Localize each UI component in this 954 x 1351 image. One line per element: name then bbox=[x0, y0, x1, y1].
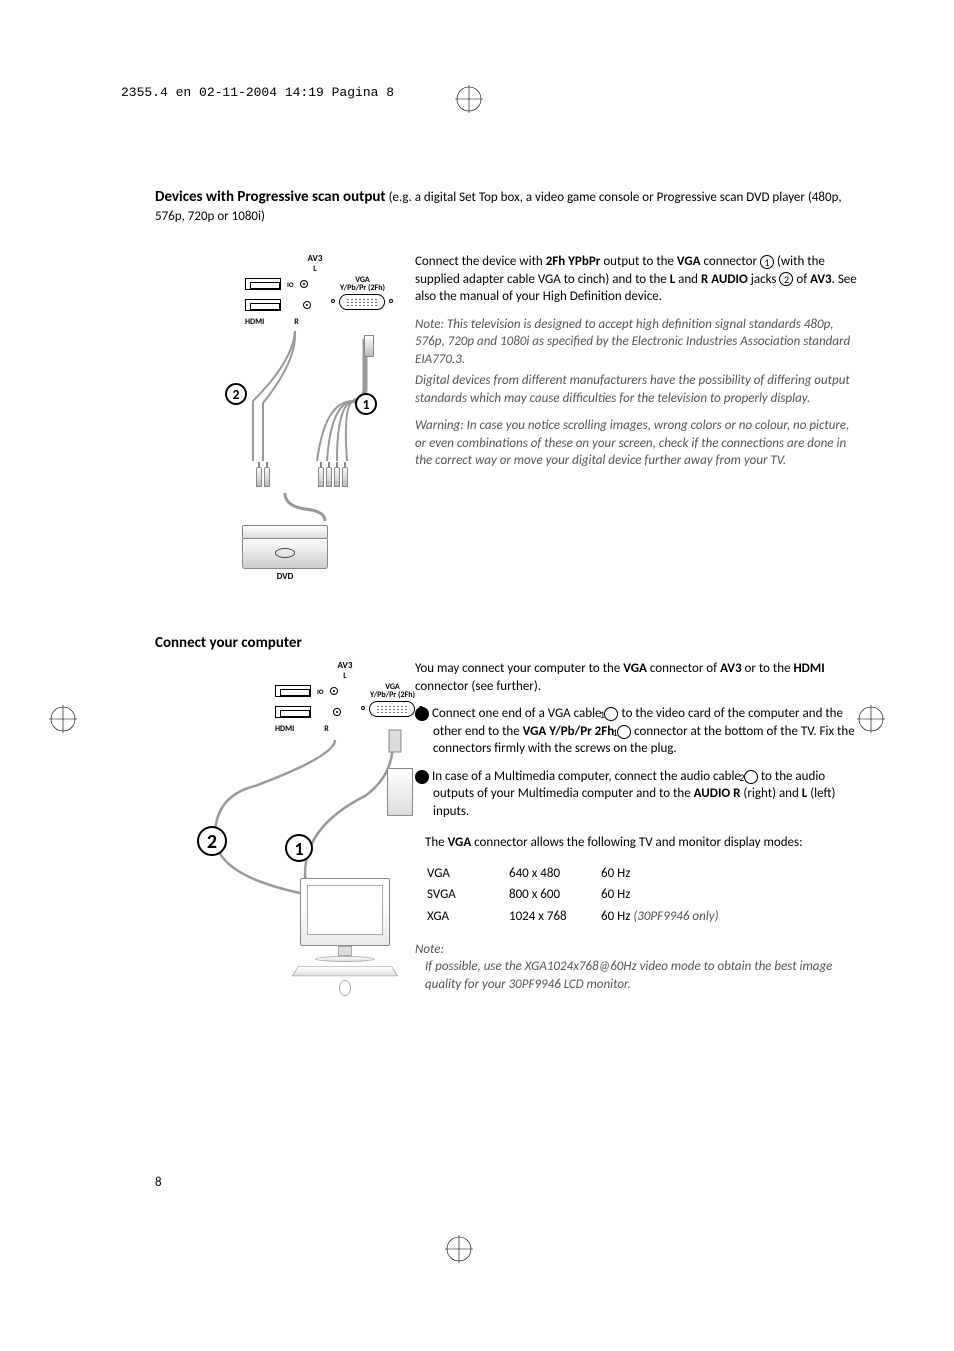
hdmi-port-icon bbox=[245, 278, 281, 290]
vga-port-icon bbox=[339, 294, 385, 310]
hd-standards-note: Note: This television is designed to acc… bbox=[415, 316, 859, 369]
panel-l-label: L bbox=[245, 264, 385, 274]
io-label: IO bbox=[317, 687, 324, 696]
note-label: Note: bbox=[415, 941, 859, 959]
diagram-marker-1: 1 bbox=[355, 393, 377, 415]
vga-pin-icon bbox=[389, 299, 393, 303]
computer-intro: You may connect your computer to the VGA… bbox=[415, 660, 859, 695]
modes-intro: The VGA connector allows the following T… bbox=[425, 834, 859, 852]
table-row: SVGA800 x 60060 Hz bbox=[427, 885, 719, 905]
hdmi-port-icon bbox=[245, 299, 281, 311]
computer-tower-icon bbox=[387, 768, 413, 816]
vga-pin-icon bbox=[419, 706, 423, 710]
step-2: 2 In case of a Multimedia computer, conn… bbox=[415, 768, 859, 821]
section-title: Devices with Progressive scan output bbox=[155, 188, 386, 206]
display-modes-table: VGA640 x 48060 Hz SVGA800 x 60060 Hz XGA… bbox=[425, 862, 721, 929]
vga-label2: Y/Pb/Pr (2Fh) bbox=[370, 690, 415, 700]
computer-icon bbox=[285, 878, 405, 998]
page-number: 8 bbox=[155, 1175, 162, 1190]
rca-jack-icon bbox=[303, 301, 311, 309]
panel-l-label: L bbox=[275, 671, 415, 681]
digital-devices-note: Digital devices from different manufactu… bbox=[415, 372, 859, 407]
panel-av3-label: AV3 bbox=[245, 253, 385, 264]
print-header: 2355.4 en 02-11-2004 14:19 Pagina 8 bbox=[121, 85, 394, 100]
rca-jack-icon bbox=[330, 687, 338, 695]
section-title: Connect your computer bbox=[155, 634, 859, 652]
crop-mark-icon bbox=[49, 705, 77, 733]
vga-label2: Y/Pb/Pr (2Fh) bbox=[340, 283, 385, 293]
hdmi-port-icon bbox=[275, 706, 311, 718]
rca-jack-icon bbox=[300, 280, 308, 288]
vga-pin-icon bbox=[361, 706, 365, 710]
connect-instruction: Connect the device with 2Fh YPbPr output… bbox=[415, 253, 859, 306]
step-1: 1 Connect one end of a VGA cable 1 to th… bbox=[415, 705, 859, 758]
rca-plug-group-icon bbox=[255, 467, 271, 492]
vga-port-icon bbox=[369, 701, 415, 717]
diagram-marker-2: 2 bbox=[225, 383, 247, 405]
diagram-dvd-connection: AV3 L IO VGA Y/Pb/Pr (2Fh) bbox=[155, 253, 415, 582]
diagram-computer-connection: AV3 L IO VGA Y/Pb/Pr (2Fh) bbox=[155, 660, 415, 970]
dvd-label: DVD bbox=[155, 571, 415, 582]
crop-mark-icon bbox=[455, 85, 483, 113]
io-label: IO bbox=[287, 280, 294, 289]
table-row: VGA640 x 48060 Hz bbox=[427, 864, 719, 884]
dvd-device-icon bbox=[242, 525, 328, 569]
vga-plug-icon bbox=[363, 335, 375, 362]
section-heading: Devices with Progressive scan output (e.… bbox=[155, 187, 859, 225]
table-row: XGA1024 x 76860 Hz (30PF9946 only) bbox=[427, 907, 719, 927]
note-body: If possible, use the XGA1024x768@60Hz vi… bbox=[425, 958, 859, 993]
rca-jack-icon bbox=[333, 708, 341, 716]
hdmi-port-icon bbox=[275, 685, 311, 697]
warning-note: Warning: In case you notice scrolling im… bbox=[415, 417, 859, 470]
panel-av3-label: AV3 bbox=[275, 660, 415, 671]
vga-pin-icon bbox=[331, 299, 335, 303]
rca-plug-group-icon bbox=[317, 467, 349, 492]
crop-mark-icon bbox=[445, 1235, 473, 1263]
diagram-marker-1: 1 bbox=[285, 834, 313, 862]
crop-mark-icon bbox=[857, 705, 885, 733]
diagram-marker-2: 2 bbox=[197, 826, 227, 856]
